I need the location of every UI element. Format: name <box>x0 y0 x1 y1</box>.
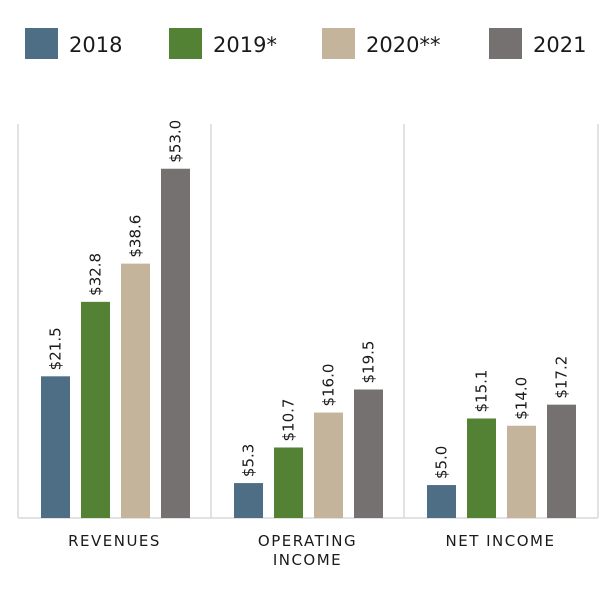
value-label-revenues-2020: $38.6 <box>127 215 145 258</box>
value-label-net-income-2021: $17.2 <box>553 356 571 399</box>
category-label-net-income: NET INCOME <box>446 532 556 550</box>
bar-net-income-2018 <box>427 485 456 518</box>
legend-label-2020: 2020** <box>366 33 440 57</box>
bar-revenues-2020 <box>121 263 150 518</box>
value-labels: $21.5 $32.8 $38.6 $53.0 $5.3 $10.7 $16.0 $19.5 $… <box>47 120 571 479</box>
bar-operating-income-2021 <box>354 389 383 518</box>
bar-net-income-2020 <box>507 425 536 518</box>
value-label-revenues-2021: $53.0 <box>167 120 185 163</box>
bar-operating-income-2018 <box>234 483 263 518</box>
value-label-revenues-2019: $32.8 <box>87 253 105 296</box>
legend: 2018 2019* 2020** 2021 <box>25 28 586 59</box>
bar-operating-income-2020 <box>314 412 343 518</box>
category-label-operating-income: OPERATING <box>258 532 357 550</box>
value-label-operating-income-2021: $19.5 <box>360 341 378 384</box>
bar-revenues-2021 <box>161 168 190 519</box>
value-label-net-income-2019: $15.1 <box>473 370 491 413</box>
plot-frame <box>17 124 599 519</box>
legend-label-2021: 2021 <box>533 33 586 57</box>
bar-net-income-2021 <box>547 404 576 518</box>
legend-swatch-2020 <box>322 28 355 59</box>
value-label-operating-income-2020: $16.0 <box>320 364 338 407</box>
bar-revenues-2018 <box>41 376 70 518</box>
bar-operating-income-2019 <box>274 447 303 518</box>
legend-swatch-2019 <box>169 28 202 59</box>
legend-swatch-2018 <box>25 28 58 59</box>
value-label-net-income-2018: $5.0 <box>433 446 451 479</box>
bar-revenues-2019 <box>81 301 110 518</box>
legend-swatch-2021 <box>489 28 522 59</box>
legend-label-2018: 2018 <box>69 33 122 57</box>
bar-net-income-2019 <box>467 418 496 518</box>
legend-label-2019: 2019* <box>213 33 277 57</box>
bars <box>41 168 576 519</box>
value-label-operating-income-2019: $10.7 <box>280 399 298 442</box>
category-label-revenues: REVENUES <box>68 532 161 550</box>
value-label-operating-income-2018: $5.3 <box>240 444 258 477</box>
category-label-operating-income: INCOME <box>273 551 342 569</box>
value-label-net-income-2020: $14.0 <box>513 377 531 420</box>
value-label-revenues-2018: $21.5 <box>47 327 65 370</box>
